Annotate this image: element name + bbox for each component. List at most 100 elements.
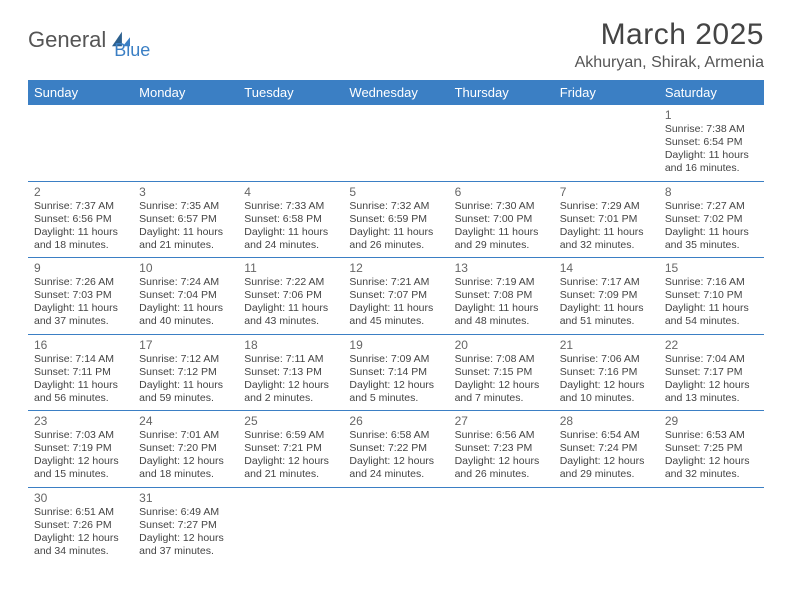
- day-cell: 20Sunrise: 7:08 AMSunset: 7:15 PMDayligh…: [449, 335, 554, 411]
- day-number: 24: [139, 414, 232, 428]
- day-header-cell: Sunday: [28, 80, 133, 105]
- day-cell: 4Sunrise: 7:33 AMSunset: 6:58 PMDaylight…: [238, 182, 343, 258]
- day-number: 25: [244, 414, 337, 428]
- day-info: Sunrise: 7:32 AMSunset: 6:59 PMDaylight:…: [349, 200, 442, 253]
- day-number: 17: [139, 338, 232, 352]
- day-info: Sunrise: 7:11 AMSunset: 7:13 PMDaylight:…: [244, 353, 337, 406]
- header: General Blue March 2025 Akhuryan, Shirak…: [28, 18, 764, 72]
- day-number: 11: [244, 261, 337, 275]
- day-info: Sunrise: 7:08 AMSunset: 7:15 PMDaylight:…: [455, 353, 548, 406]
- day-cell: 31Sunrise: 6:49 AMSunset: 7:27 PMDayligh…: [133, 488, 238, 564]
- day-number: 30: [34, 491, 127, 505]
- day-cell: 30Sunrise: 6:51 AMSunset: 7:26 PMDayligh…: [28, 488, 133, 564]
- day-number: 28: [560, 414, 653, 428]
- day-cell: 28Sunrise: 6:54 AMSunset: 7:24 PMDayligh…: [554, 411, 659, 487]
- empty-cell: [238, 488, 343, 564]
- title-block: March 2025 Akhuryan, Shirak, Armenia: [575, 18, 764, 72]
- empty-cell: [28, 105, 133, 181]
- day-number: 12: [349, 261, 442, 275]
- day-cell: 25Sunrise: 6:59 AMSunset: 7:21 PMDayligh…: [238, 411, 343, 487]
- logo-text-general: General: [28, 27, 106, 53]
- day-cell: 18Sunrise: 7:11 AMSunset: 7:13 PMDayligh…: [238, 335, 343, 411]
- day-info: Sunrise: 7:14 AMSunset: 7:11 PMDaylight:…: [34, 353, 127, 406]
- day-cell: 3Sunrise: 7:35 AMSunset: 6:57 PMDaylight…: [133, 182, 238, 258]
- day-header-cell: Monday: [133, 80, 238, 105]
- day-number: 2: [34, 185, 127, 199]
- day-number: 16: [34, 338, 127, 352]
- empty-cell: [343, 105, 448, 181]
- day-cell: 1Sunrise: 7:38 AMSunset: 6:54 PMDaylight…: [659, 105, 764, 181]
- day-cell: 16Sunrise: 7:14 AMSunset: 7:11 PMDayligh…: [28, 335, 133, 411]
- day-number: 15: [665, 261, 758, 275]
- logo: General Blue: [28, 18, 150, 61]
- day-cell: 11Sunrise: 7:22 AMSunset: 7:06 PMDayligh…: [238, 258, 343, 334]
- week-row: 2Sunrise: 7:37 AMSunset: 6:56 PMDaylight…: [28, 182, 764, 259]
- empty-cell: [343, 488, 448, 564]
- logo-text-blue: Blue: [114, 40, 150, 61]
- day-number: 27: [455, 414, 548, 428]
- day-number: 14: [560, 261, 653, 275]
- day-number: 22: [665, 338, 758, 352]
- empty-cell: [554, 488, 659, 564]
- day-header-row: SundayMondayTuesdayWednesdayThursdayFrid…: [28, 80, 764, 105]
- day-info: Sunrise: 7:12 AMSunset: 7:12 PMDaylight:…: [139, 353, 232, 406]
- day-cell: 15Sunrise: 7:16 AMSunset: 7:10 PMDayligh…: [659, 258, 764, 334]
- empty-cell: [554, 105, 659, 181]
- day-info: Sunrise: 7:30 AMSunset: 7:00 PMDaylight:…: [455, 200, 548, 253]
- day-cell: 27Sunrise: 6:56 AMSunset: 7:23 PMDayligh…: [449, 411, 554, 487]
- week-row: 16Sunrise: 7:14 AMSunset: 7:11 PMDayligh…: [28, 335, 764, 412]
- day-info: Sunrise: 7:33 AMSunset: 6:58 PMDaylight:…: [244, 200, 337, 253]
- empty-cell: [449, 488, 554, 564]
- day-number: 29: [665, 414, 758, 428]
- day-info: Sunrise: 6:51 AMSunset: 7:26 PMDaylight:…: [34, 506, 127, 559]
- day-number: 3: [139, 185, 232, 199]
- day-cell: 14Sunrise: 7:17 AMSunset: 7:09 PMDayligh…: [554, 258, 659, 334]
- day-cell: 22Sunrise: 7:04 AMSunset: 7:17 PMDayligh…: [659, 335, 764, 411]
- day-info: Sunrise: 6:54 AMSunset: 7:24 PMDaylight:…: [560, 429, 653, 482]
- month-title: March 2025: [575, 18, 764, 52]
- day-number: 20: [455, 338, 548, 352]
- day-number: 26: [349, 414, 442, 428]
- day-info: Sunrise: 7:04 AMSunset: 7:17 PMDaylight:…: [665, 353, 758, 406]
- day-info: Sunrise: 7:27 AMSunset: 7:02 PMDaylight:…: [665, 200, 758, 253]
- empty-cell: [449, 105, 554, 181]
- day-info: Sunrise: 7:24 AMSunset: 7:04 PMDaylight:…: [139, 276, 232, 329]
- day-cell: 6Sunrise: 7:30 AMSunset: 7:00 PMDaylight…: [449, 182, 554, 258]
- day-header-cell: Wednesday: [343, 80, 448, 105]
- day-cell: 5Sunrise: 7:32 AMSunset: 6:59 PMDaylight…: [343, 182, 448, 258]
- day-info: Sunrise: 7:06 AMSunset: 7:16 PMDaylight:…: [560, 353, 653, 406]
- day-info: Sunrise: 7:21 AMSunset: 7:07 PMDaylight:…: [349, 276, 442, 329]
- day-number: 4: [244, 185, 337, 199]
- day-cell: 21Sunrise: 7:06 AMSunset: 7:16 PMDayligh…: [554, 335, 659, 411]
- day-cell: 29Sunrise: 6:53 AMSunset: 7:25 PMDayligh…: [659, 411, 764, 487]
- day-number: 1: [665, 108, 758, 122]
- day-header-cell: Thursday: [449, 80, 554, 105]
- day-cell: 17Sunrise: 7:12 AMSunset: 7:12 PMDayligh…: [133, 335, 238, 411]
- day-info: Sunrise: 7:26 AMSunset: 7:03 PMDaylight:…: [34, 276, 127, 329]
- day-info: Sunrise: 7:37 AMSunset: 6:56 PMDaylight:…: [34, 200, 127, 253]
- week-row: 30Sunrise: 6:51 AMSunset: 7:26 PMDayligh…: [28, 488, 764, 564]
- day-number: 6: [455, 185, 548, 199]
- empty-cell: [659, 488, 764, 564]
- day-number: 9: [34, 261, 127, 275]
- day-info: Sunrise: 7:01 AMSunset: 7:20 PMDaylight:…: [139, 429, 232, 482]
- day-info: Sunrise: 6:53 AMSunset: 7:25 PMDaylight:…: [665, 429, 758, 482]
- weeks-container: 1Sunrise: 7:38 AMSunset: 6:54 PMDaylight…: [28, 105, 764, 563]
- day-header-cell: Friday: [554, 80, 659, 105]
- day-info: Sunrise: 6:56 AMSunset: 7:23 PMDaylight:…: [455, 429, 548, 482]
- week-row: 9Sunrise: 7:26 AMSunset: 7:03 PMDaylight…: [28, 258, 764, 335]
- day-info: Sunrise: 6:58 AMSunset: 7:22 PMDaylight:…: [349, 429, 442, 482]
- day-cell: 13Sunrise: 7:19 AMSunset: 7:08 PMDayligh…: [449, 258, 554, 334]
- empty-cell: [133, 105, 238, 181]
- empty-cell: [238, 105, 343, 181]
- day-info: Sunrise: 6:59 AMSunset: 7:21 PMDaylight:…: [244, 429, 337, 482]
- day-header-cell: Tuesday: [238, 80, 343, 105]
- day-info: Sunrise: 7:29 AMSunset: 7:01 PMDaylight:…: [560, 200, 653, 253]
- day-info: Sunrise: 7:09 AMSunset: 7:14 PMDaylight:…: [349, 353, 442, 406]
- day-number: 23: [34, 414, 127, 428]
- day-info: Sunrise: 7:16 AMSunset: 7:10 PMDaylight:…: [665, 276, 758, 329]
- day-number: 21: [560, 338, 653, 352]
- day-cell: 8Sunrise: 7:27 AMSunset: 7:02 PMDaylight…: [659, 182, 764, 258]
- day-cell: 19Sunrise: 7:09 AMSunset: 7:14 PMDayligh…: [343, 335, 448, 411]
- day-cell: 12Sunrise: 7:21 AMSunset: 7:07 PMDayligh…: [343, 258, 448, 334]
